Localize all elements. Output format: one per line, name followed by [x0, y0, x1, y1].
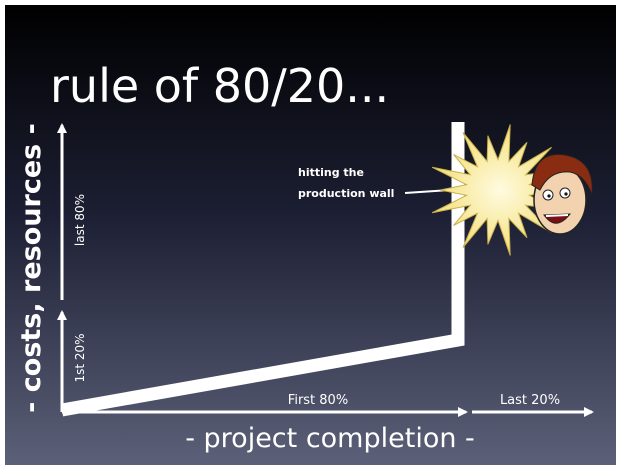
x-segment-label: Last 20%: [500, 393, 560, 408]
annotation-line: production wall: [298, 187, 394, 200]
slide-title: rule of 80/20...: [50, 59, 389, 113]
axes: [57, 123, 594, 417]
effort-curve: [60, 122, 465, 417]
y-segment-label: 1st 20%: [73, 333, 87, 382]
y-segment-label: last 80%: [73, 194, 87, 246]
slide-background: [5, 5, 616, 465]
annotation-line: hitting the: [298, 166, 364, 179]
face-illustration: [531, 153, 593, 235]
impact-burst: [431, 124, 569, 256]
y-axis-label: - costs, resources -: [16, 123, 47, 413]
x-axis-label: - project completion -: [185, 423, 475, 454]
x-segment-label: First 80%: [288, 393, 348, 408]
